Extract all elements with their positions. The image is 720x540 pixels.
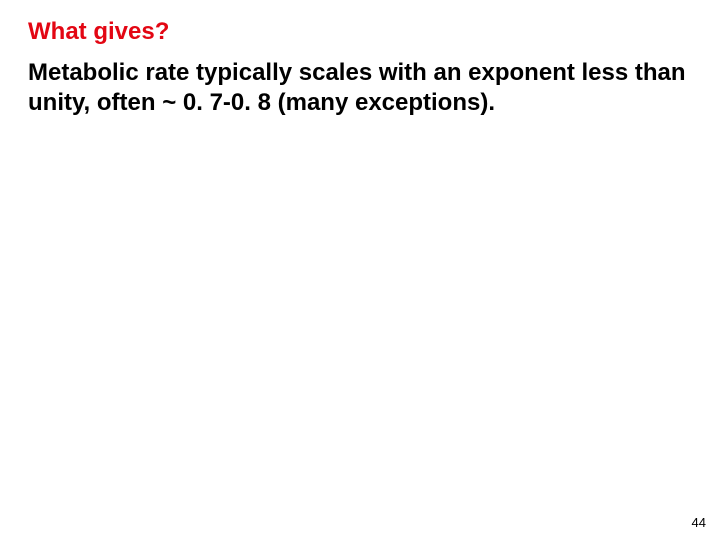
slide-body-text: Metabolic rate typically scales with an … xyxy=(28,58,692,118)
page-number: 44 xyxy=(692,515,706,530)
slide: What gives? Metabolic rate typically sca… xyxy=(0,0,720,540)
slide-heading: What gives? xyxy=(28,18,169,47)
